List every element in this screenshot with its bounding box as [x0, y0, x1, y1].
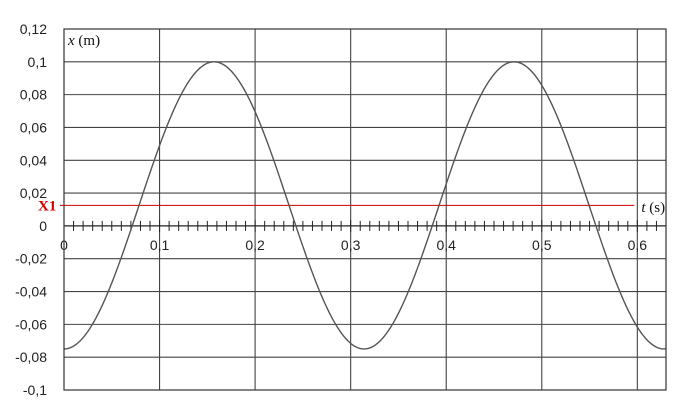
y-axis-var: x [67, 33, 75, 49]
y-tick-label: -0,02 [15, 251, 47, 267]
x-tick-label: 0,5 [532, 237, 552, 253]
chart-grid [64, 28, 666, 391]
x-tick-label: 0,3 [341, 237, 361, 253]
y-tick-label: -0,04 [15, 284, 47, 300]
x-tick-label: 0,4 [436, 237, 456, 253]
x-tick-label: 0,2 [245, 237, 265, 253]
y-tick-label: 0,12 [20, 21, 47, 37]
y-tick-label: 0,08 [20, 87, 47, 103]
x-tick-label: 0,6 [628, 237, 648, 253]
y-tick-label: 0,02 [20, 185, 47, 201]
x1-marker-label: X1 [38, 198, 56, 214]
plot-frame [63, 28, 667, 391]
x-tick-label: 0,1 [150, 237, 170, 253]
x-axis-title: t (s) [641, 200, 665, 216]
y-tick-label: -0,1 [23, 382, 47, 398]
y-tick-label: 0,04 [20, 152, 47, 168]
y-tick-labels: 0,12 0,1 0,08 0,06 0,04 0,02 0 -0,02 -0,04 -0,06 -… [15, 21, 47, 398]
x-axis-var: t [641, 200, 646, 216]
x-tick-labels: 0 0,1 0,2 0,3 0,4 0,5 0,6 [60, 237, 647, 253]
y-axis-title: x (m) [67, 33, 100, 49]
y-tick-label: -0,06 [15, 316, 47, 332]
x-axis-unit: (s) [646, 200, 666, 216]
y-axis-unit: (m) [75, 33, 100, 49]
series-line [63, 61, 667, 350]
y-tick-label: 0 [39, 218, 47, 234]
y-tick-label: -0,08 [15, 349, 47, 365]
y-tick-label: 0,1 [28, 54, 48, 70]
y-tick-label: 0,06 [20, 119, 47, 135]
